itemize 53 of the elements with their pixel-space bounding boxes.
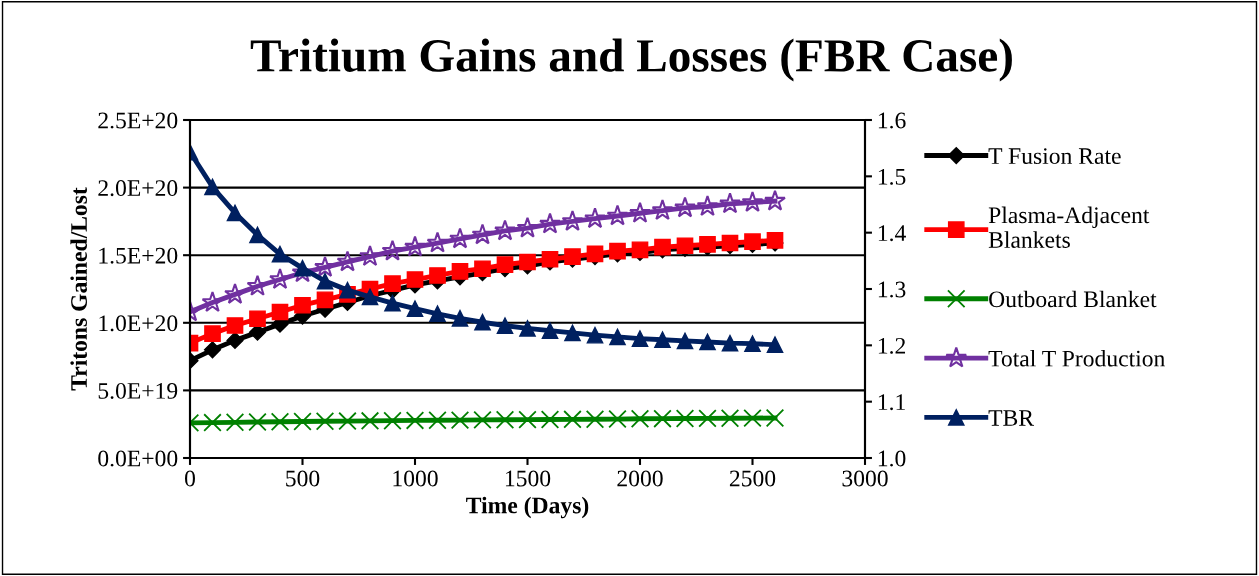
point <box>204 178 221 196</box>
point <box>766 336 784 354</box>
point <box>384 294 401 312</box>
point <box>496 317 514 334</box>
point <box>226 204 244 222</box>
point <box>249 226 266 244</box>
point <box>721 334 739 352</box>
point <box>339 281 356 299</box>
point <box>744 335 761 352</box>
y-tick-label: 2.5E+20 <box>98 112 178 129</box>
point <box>654 331 671 349</box>
legend-label: T Fusion Rate <box>988 148 1121 165</box>
point <box>676 332 694 350</box>
point <box>519 320 536 337</box>
y2-tick-label: 1.4 <box>878 225 906 242</box>
y2-tick-label: 1.2 <box>878 337 906 354</box>
point <box>451 309 469 327</box>
x-tick-label: 0 <box>185 470 195 487</box>
x-tick-label: 1500 <box>505 470 551 487</box>
y-axis-title: Tritons Gained/Lost <box>70 187 87 391</box>
x-tick-label: 2500 <box>729 470 776 487</box>
point <box>586 326 604 344</box>
x-tick-label: 3000 <box>842 470 888 487</box>
x-axis-title: Time (Days) <box>466 496 589 519</box>
legend-label: Total T Production <box>988 349 1165 367</box>
point <box>406 300 424 318</box>
y-tick-label: 2.0E+20 <box>98 180 178 197</box>
y-tick-label: 0.0E+00 <box>98 450 178 467</box>
y2-tick-label: 1.3 <box>878 281 906 298</box>
point <box>699 333 716 351</box>
point <box>474 313 491 331</box>
legend-label: Outboard Blanket <box>989 290 1157 308</box>
point <box>429 305 446 323</box>
point <box>564 324 581 342</box>
chart-title: Tritium Gains and Losses (FBR Case) <box>250 38 1012 82</box>
y-tick-label: 1.5E+20 <box>99 247 178 264</box>
point <box>316 272 334 290</box>
x-tick-label: 500 <box>286 470 320 487</box>
legend-label: Plasma-Adjacent Blankets <box>988 206 1150 248</box>
point <box>541 322 559 340</box>
y2-tick-label: 1.1 <box>878 394 905 411</box>
y2-tick-label: 1.5 <box>878 168 906 185</box>
y2-tick-label: 1.6 <box>878 112 906 129</box>
y-tick-label: 1.0E+20 <box>99 315 178 332</box>
y-tick-label: 5.0E+19 <box>98 382 178 399</box>
x-tick-label: 1000 <box>393 470 438 487</box>
point <box>294 259 311 277</box>
point <box>271 245 289 263</box>
x-tick-label: 2000 <box>617 470 663 487</box>
point <box>609 328 626 346</box>
point <box>631 330 649 347</box>
legend-label: TBR <box>988 410 1035 426</box>
y2-tick-label: 1.0 <box>878 450 906 467</box>
